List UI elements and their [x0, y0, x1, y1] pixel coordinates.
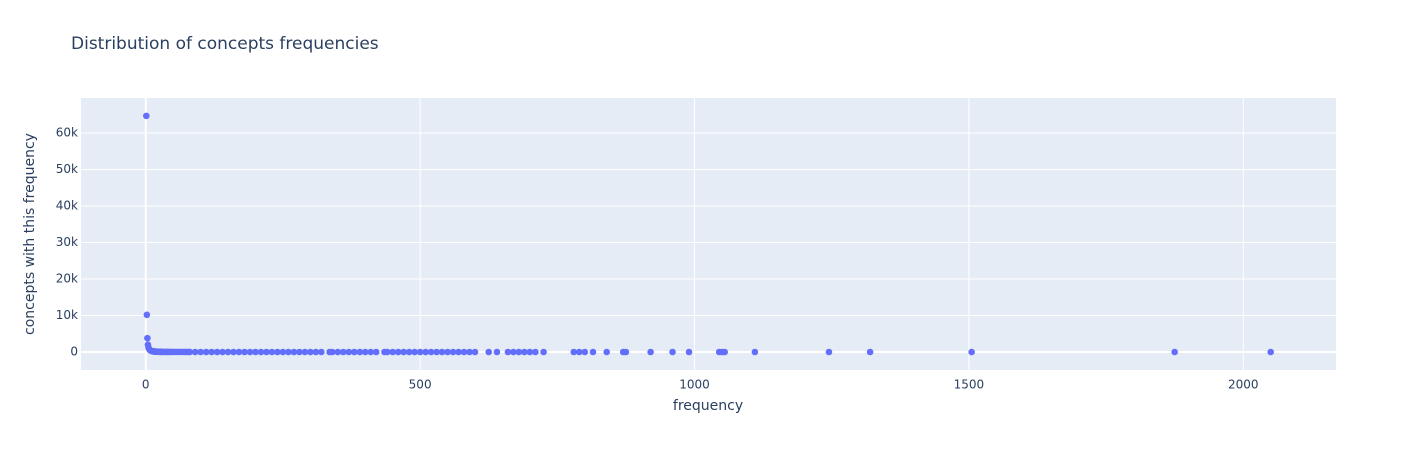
- x-tick-label: 500: [409, 378, 432, 392]
- point: [422, 348, 429, 356]
- point: [427, 348, 435, 356]
- point: [301, 348, 309, 356]
- point: [685, 348, 693, 356]
- point: [296, 348, 303, 356]
- point: [290, 348, 298, 356]
- x-axis-label: frequency: [673, 398, 743, 414]
- point: [246, 348, 254, 356]
- point: [279, 348, 287, 356]
- point: [383, 348, 391, 356]
- point: [521, 348, 528, 356]
- point: [866, 348, 874, 356]
- point: [433, 348, 440, 356]
- x-tick-label: 1500: [954, 378, 985, 392]
- point: [751, 348, 759, 356]
- y-axis-label: concepts with this frequency: [22, 133, 38, 335]
- point: [394, 348, 402, 356]
- point: [438, 348, 446, 356]
- point: [219, 348, 226, 356]
- point: [444, 348, 451, 356]
- y-tick-label: 50k: [56, 162, 78, 176]
- y-tick-label: 60k: [56, 126, 78, 140]
- point: [455, 348, 462, 356]
- point: [318, 348, 325, 356]
- point: [504, 348, 512, 356]
- point: [143, 311, 151, 319]
- point: [603, 348, 611, 356]
- point: [224, 348, 232, 356]
- marks: [143, 112, 1274, 356]
- point: [581, 348, 589, 356]
- point: [361, 348, 369, 356]
- y-tick-label: 10k: [56, 308, 78, 322]
- y-tick-label: 20k: [56, 272, 78, 286]
- point: [526, 348, 534, 356]
- point: [532, 348, 539, 356]
- point: [312, 348, 320, 356]
- point: [449, 348, 457, 356]
- point: [471, 348, 479, 356]
- point: [540, 348, 547, 356]
- point: [329, 348, 336, 356]
- x-tick-label: 2000: [1228, 378, 1259, 392]
- grid: [81, 98, 1336, 370]
- point: [186, 348, 193, 356]
- point: [356, 348, 364, 356]
- point: [268, 348, 276, 356]
- point: [263, 348, 270, 356]
- point: [372, 348, 380, 356]
- plot-area: [81, 98, 1336, 370]
- point: [350, 348, 358, 356]
- point: [334, 348, 342, 356]
- point: [1171, 348, 1178, 356]
- point: [669, 348, 676, 356]
- point: [307, 348, 314, 356]
- x-tick-label: 1000: [679, 378, 710, 392]
- x-tick-label: 0: [142, 378, 150, 392]
- point: [345, 348, 353, 356]
- point: [622, 348, 630, 356]
- point: [589, 348, 597, 356]
- y-tick-label: 0: [70, 345, 78, 359]
- point: [213, 348, 221, 356]
- point: [285, 348, 292, 356]
- point: [485, 348, 493, 356]
- point: [400, 348, 407, 356]
- point: [968, 348, 975, 356]
- point: [405, 348, 413, 356]
- point: [257, 348, 265, 356]
- point: [340, 348, 347, 356]
- point: [252, 348, 259, 356]
- point: [510, 348, 517, 356]
- point: [515, 348, 523, 356]
- point: [197, 348, 204, 356]
- point: [460, 348, 468, 356]
- point: [466, 348, 473, 356]
- point: [274, 348, 281, 356]
- point: [367, 348, 375, 356]
- point: [647, 348, 654, 356]
- point: [144, 334, 151, 342]
- point: [416, 348, 424, 356]
- point: [411, 348, 418, 356]
- point: [208, 348, 215, 356]
- point: [235, 348, 243, 356]
- point: [575, 348, 583, 356]
- point: [389, 348, 396, 356]
- point: [825, 348, 833, 356]
- point: [493, 348, 501, 356]
- point: [241, 348, 248, 356]
- point: [1267, 348, 1274, 356]
- chart-title: Distribution of concepts frequencies: [71, 34, 379, 54]
- point: [721, 348, 728, 356]
- point: [570, 348, 578, 356]
- point: [202, 348, 210, 356]
- y-tick-label: 40k: [56, 199, 78, 213]
- point: [143, 112, 150, 120]
- point: [191, 348, 199, 356]
- point: [230, 348, 237, 356]
- y-tick-label: 30k: [56, 235, 78, 249]
